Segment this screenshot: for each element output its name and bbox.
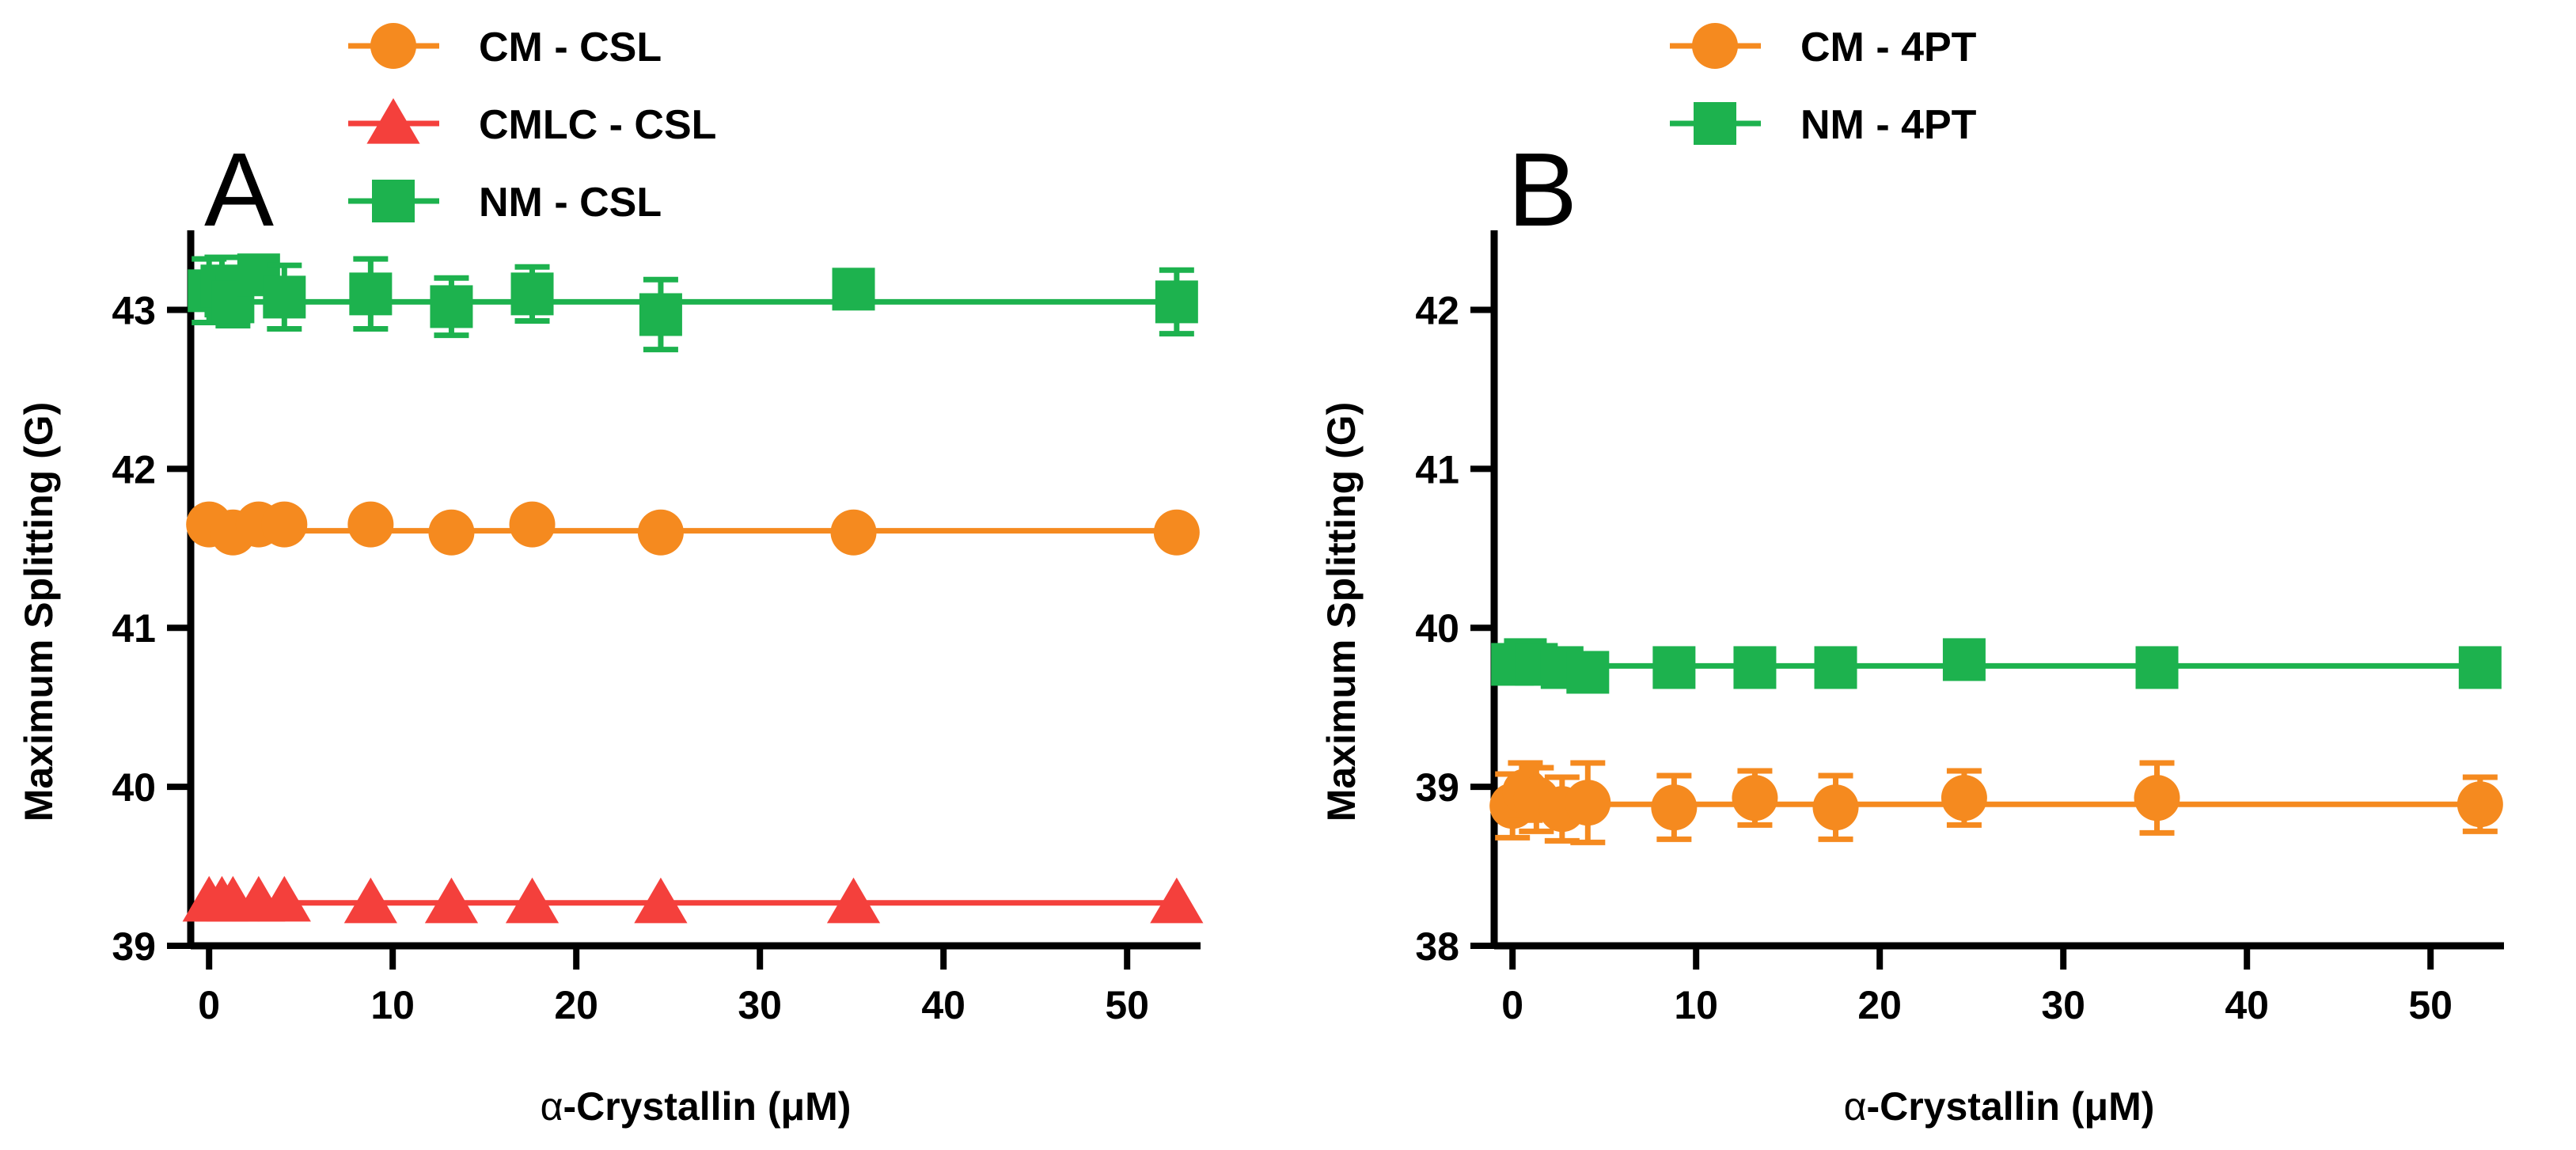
panel-b-data-point bbox=[1565, 780, 1611, 826]
panel-b-data-point bbox=[2458, 646, 2502, 689]
panel-b-data-point bbox=[1651, 784, 1698, 831]
panel-a-legend-marker bbox=[372, 180, 415, 222]
panel-a-x-tick-label: 10 bbox=[370, 983, 415, 1027]
panel-a-data-point bbox=[1153, 509, 1200, 556]
panel-a-data-point bbox=[639, 293, 682, 336]
panel-a-data-point bbox=[428, 509, 475, 556]
panel-b-data-point bbox=[1941, 775, 1987, 822]
panel-a-legend-entry: CMLC - CSL bbox=[348, 98, 716, 148]
panel-a-label: A bbox=[204, 131, 274, 248]
panel-b-data-point bbox=[1733, 646, 1777, 689]
panel-a-data-point bbox=[505, 877, 560, 924]
panel-b-x-tick-label: 40 bbox=[2225, 983, 2269, 1027]
panel-a-data-point bbox=[634, 877, 688, 924]
panel-b-y-tick-label: 38 bbox=[1415, 924, 1459, 969]
panel-b-data-point bbox=[1732, 775, 1778, 822]
panel-a-data-point bbox=[830, 509, 877, 556]
panel-a-x-tick-label: 30 bbox=[738, 983, 782, 1027]
panel-a-legend-entry: CM - CSL bbox=[348, 23, 662, 70]
panel-b-legend-entry: NM - 4PT bbox=[1670, 102, 1977, 148]
panel-a-data-point bbox=[430, 285, 473, 328]
panel-b-y-tick-label: 42 bbox=[1415, 288, 1459, 332]
panel-b-data-point bbox=[1942, 638, 1986, 681]
panel-a-data-point bbox=[343, 877, 397, 924]
panel-a-x-axis-title: α-Crystallin (μM) bbox=[541, 1084, 852, 1129]
panel-b-y-tick-label: 41 bbox=[1415, 447, 1459, 492]
panel-b-series-circle bbox=[1489, 760, 2503, 845]
panel-a-legend-label: NM - CSL bbox=[479, 180, 662, 226]
panel-a-data-point bbox=[1150, 877, 1204, 924]
panel-b-y-tick-label: 40 bbox=[1415, 606, 1459, 651]
panel-b-series-square bbox=[1491, 638, 2502, 694]
panel-b-legend-marker bbox=[1692, 23, 1738, 69]
panel-b-legend-entry: CM - 4PT bbox=[1670, 23, 1977, 70]
panel-b-x-tick-label: 0 bbox=[1501, 983, 1523, 1027]
panel-a-legend-label: CMLC - CSL bbox=[479, 102, 716, 148]
panel-a-data-point bbox=[637, 509, 684, 556]
panel-b-data-point bbox=[2134, 775, 2180, 822]
panel-a-y-tick-label: 39 bbox=[112, 924, 156, 969]
panel-a-y-axis-title: Maximum Splitting (G) bbox=[17, 402, 61, 822]
panel-b-data-point bbox=[1814, 646, 1857, 689]
panel-b-data-point bbox=[2135, 646, 2179, 689]
panel-a-data-point bbox=[1155, 280, 1198, 324]
panel-a-chart: 0 10 20 30 40 50 39 40 41 42 43 α-Crystallin (μM) Ma… bbox=[17, 23, 1204, 1129]
panel-b-label: B bbox=[1508, 131, 1577, 248]
panel-b-x-tick-label: 50 bbox=[2408, 983, 2453, 1027]
panel-b-y-axis-title: Maximum Splitting (G) bbox=[1319, 402, 1364, 822]
panel-a-data-point bbox=[257, 875, 311, 922]
panel-b-x-axis-title-text: -Crystallin (μM) bbox=[1866, 1084, 2154, 1129]
panel-a-legend-marker bbox=[370, 23, 416, 69]
panel-a-data-point bbox=[261, 501, 308, 548]
panel-a-series-triangle bbox=[182, 875, 1204, 924]
panel-a-data-point bbox=[424, 877, 479, 924]
panel-b-data-point bbox=[1652, 646, 1696, 689]
panel-a-data-point bbox=[510, 272, 554, 316]
panel-b-x-axis-title-prefix: α bbox=[1844, 1084, 1867, 1129]
panel-a-y-tick-label: 41 bbox=[112, 606, 156, 651]
panel-a-legend-marker bbox=[366, 98, 420, 144]
panel-a-legend-entry: NM - CSL bbox=[348, 180, 662, 226]
panel-a-series-circle bbox=[186, 501, 1200, 556]
panel-a-data-point bbox=[263, 275, 306, 319]
panel-b-x-tick-label: 10 bbox=[1674, 983, 1718, 1027]
panel-a-series-square bbox=[188, 253, 1198, 353]
panel-a-y-tick-label: 42 bbox=[112, 447, 156, 492]
panel-a-y-tick-label: 43 bbox=[112, 288, 156, 332]
panel-b-data-point bbox=[1566, 651, 1610, 694]
panel-a-data-point bbox=[509, 501, 556, 548]
panel-a-x-axis-title-text: -Crystallin (μM) bbox=[563, 1084, 851, 1129]
panel-b-x-tick-label: 20 bbox=[1857, 983, 1902, 1027]
panel-b-data-point bbox=[1812, 784, 1859, 831]
panel-b-legend-marker bbox=[1694, 102, 1736, 145]
panel-a-x-tick-label: 50 bbox=[1105, 983, 1149, 1027]
panel-a-data-point bbox=[826, 877, 881, 924]
panel-b-legend-label: CM - 4PT bbox=[1800, 25, 1977, 70]
panel-a-data-point bbox=[347, 501, 394, 548]
panel-a-data-point bbox=[832, 268, 875, 311]
panel-b-x-axis-title: α-Crystallin (μM) bbox=[1844, 1084, 2155, 1129]
panel-b-y-tick-label: 39 bbox=[1415, 765, 1459, 810]
panel-a-x-tick-label: 20 bbox=[554, 983, 598, 1027]
panel-b-data-point bbox=[2456, 781, 2503, 828]
panel-a-y-tick-label: 40 bbox=[112, 765, 156, 810]
panel-a-x-axis-title-prefix: α bbox=[541, 1084, 563, 1129]
panel-a-x-tick-label: 0 bbox=[198, 983, 220, 1027]
panel-a-legend-label: CM - CSL bbox=[479, 25, 662, 70]
panel-b-legend-label: NM - 4PT bbox=[1800, 102, 1977, 148]
panel-b-x-tick-label: 30 bbox=[2041, 983, 2085, 1027]
panel-b-chart: 0 10 20 30 40 50 38 39 40 41 42 α-Crystallin (μM) Ma… bbox=[1319, 23, 2504, 1129]
panel-a-data-point bbox=[349, 272, 393, 316]
panel-a-x-tick-label: 40 bbox=[921, 983, 966, 1027]
